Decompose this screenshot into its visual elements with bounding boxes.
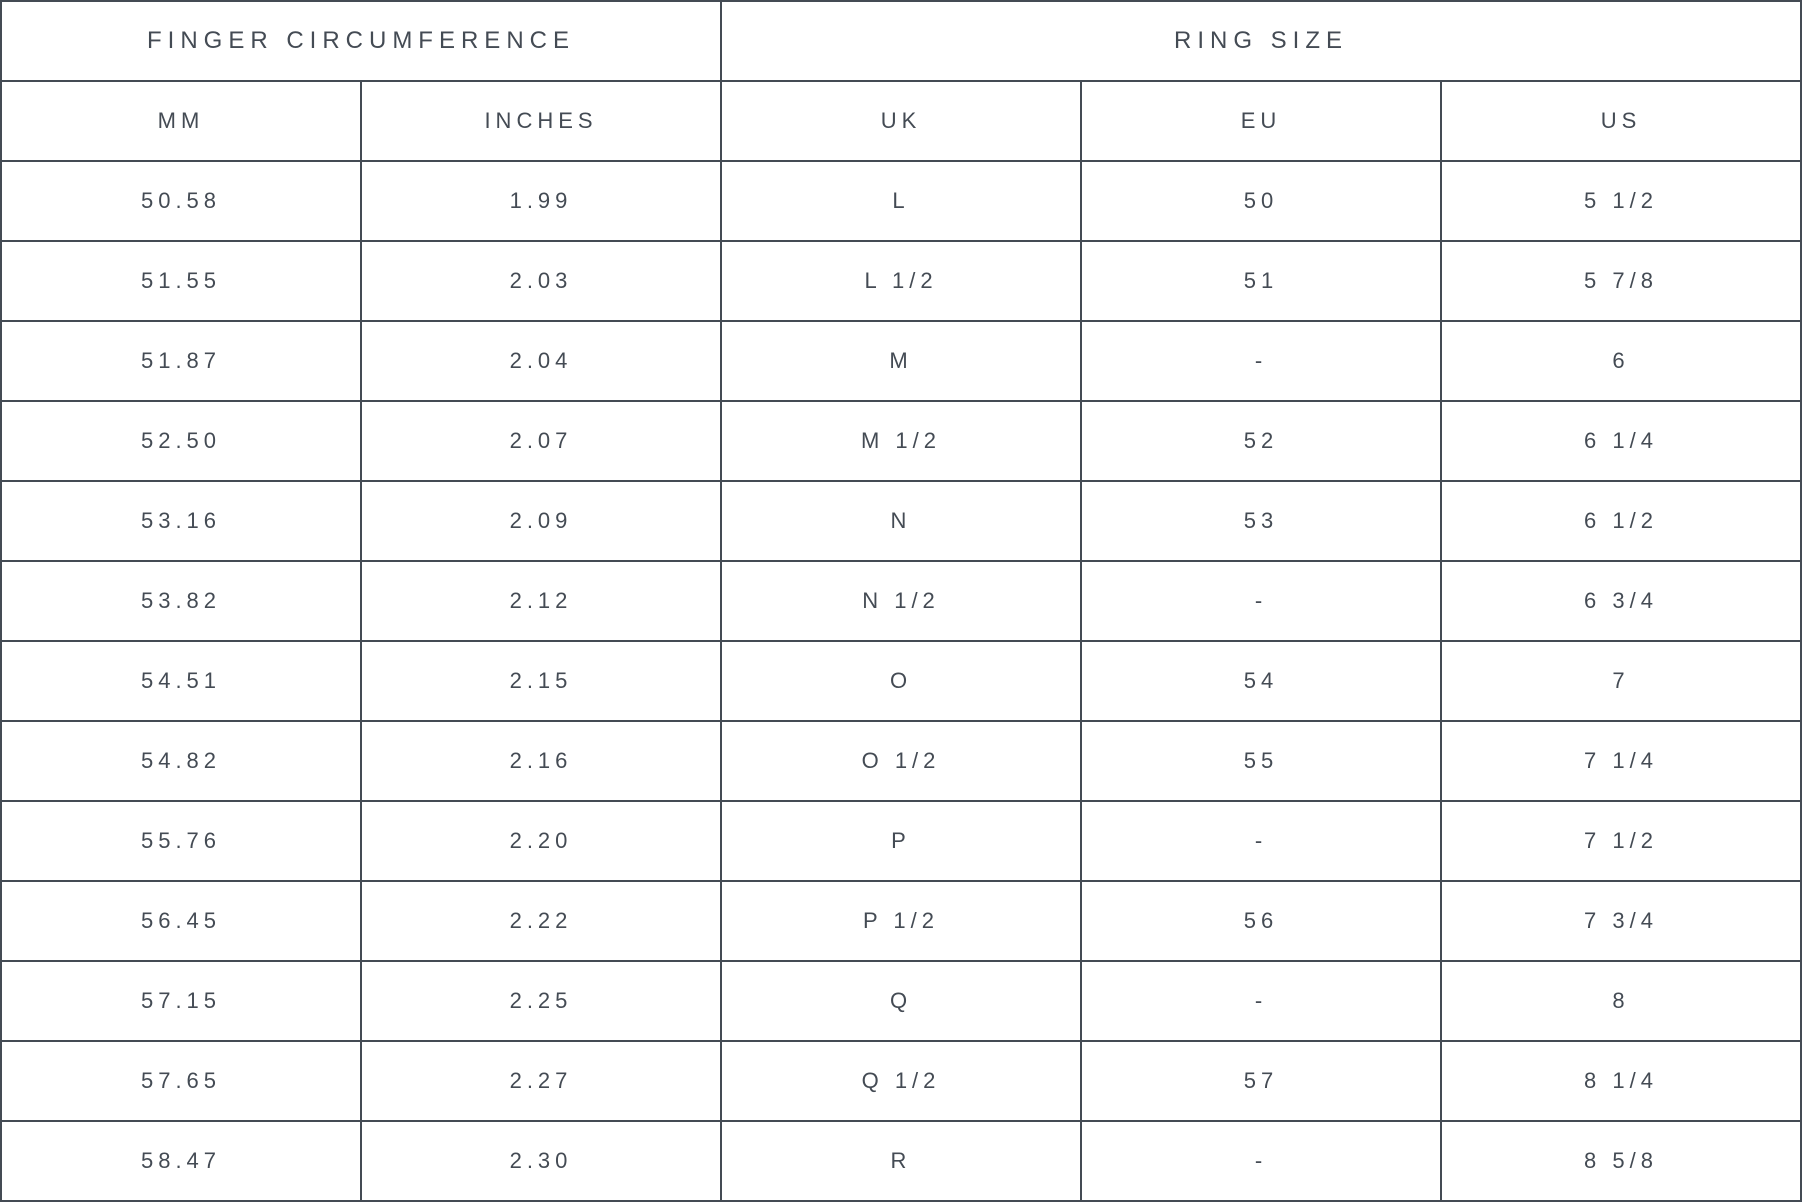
cell-us: 5 7/8	[1441, 241, 1801, 321]
table-body: 50.58 1.99 L 50 5 1/2 51.55 2.03 L 1/2 5…	[1, 161, 1801, 1201]
cell-us: 7 1/4	[1441, 721, 1801, 801]
table-row: 53.82 2.12 N 1/2 - 6 3/4	[1, 561, 1801, 641]
ring-size-table-wrapper: FINGER CIRCUMFERENCE RING SIZE MM INCHES…	[0, 0, 1802, 1202]
cell-eu: 54	[1081, 641, 1441, 721]
cell-mm: 52.50	[1, 401, 361, 481]
cell-us: 6 1/4	[1441, 401, 1801, 481]
cell-uk: O 1/2	[721, 721, 1081, 801]
cell-eu: 53	[1081, 481, 1441, 561]
cell-us: 7	[1441, 641, 1801, 721]
cell-mm: 51.87	[1, 321, 361, 401]
cell-us: 6 3/4	[1441, 561, 1801, 641]
table-row: 57.65 2.27 Q 1/2 57 8 1/4	[1, 1041, 1801, 1121]
table-row: 55.76 2.20 P - 7 1/2	[1, 801, 1801, 881]
cell-eu: -	[1081, 961, 1441, 1041]
cell-inches: 2.07	[361, 401, 721, 481]
cell-inches: 2.20	[361, 801, 721, 881]
cell-uk: P	[721, 801, 1081, 881]
cell-eu: 52	[1081, 401, 1441, 481]
cell-mm: 51.55	[1, 241, 361, 321]
cell-eu: 51	[1081, 241, 1441, 321]
cell-eu: -	[1081, 561, 1441, 641]
table-row: 53.16 2.09 N 53 6 1/2	[1, 481, 1801, 561]
cell-eu: 55	[1081, 721, 1441, 801]
cell-mm: 54.51	[1, 641, 361, 721]
table-row: 52.50 2.07 M 1/2 52 6 1/4	[1, 401, 1801, 481]
header-column-row: MM INCHES UK EU US	[1, 81, 1801, 161]
cell-eu: 56	[1081, 881, 1441, 961]
table-row: 50.58 1.99 L 50 5 1/2	[1, 161, 1801, 241]
cell-uk: Q 1/2	[721, 1041, 1081, 1121]
cell-us: 8	[1441, 961, 1801, 1041]
table-row: 51.87 2.04 M - 6	[1, 321, 1801, 401]
header-group-circumference: FINGER CIRCUMFERENCE	[1, 1, 721, 81]
cell-mm: 53.16	[1, 481, 361, 561]
cell-uk: M	[721, 321, 1081, 401]
cell-eu: 50	[1081, 161, 1441, 241]
table-row: 54.51 2.15 O 54 7	[1, 641, 1801, 721]
cell-inches: 2.16	[361, 721, 721, 801]
cell-us: 7 3/4	[1441, 881, 1801, 961]
cell-mm: 55.76	[1, 801, 361, 881]
header-group-row: FINGER CIRCUMFERENCE RING SIZE	[1, 1, 1801, 81]
cell-uk: N 1/2	[721, 561, 1081, 641]
table-row: 56.45 2.22 P 1/2 56 7 3/4	[1, 881, 1801, 961]
cell-uk: M 1/2	[721, 401, 1081, 481]
cell-us: 8 1/4	[1441, 1041, 1801, 1121]
cell-uk: R	[721, 1121, 1081, 1201]
cell-mm: 56.45	[1, 881, 361, 961]
cell-inches: 2.27	[361, 1041, 721, 1121]
cell-inches: 2.22	[361, 881, 721, 961]
column-header-inches: INCHES	[361, 81, 721, 161]
cell-uk: N	[721, 481, 1081, 561]
cell-inches: 2.12	[361, 561, 721, 641]
table-row: 58.47 2.30 R - 8 5/8	[1, 1121, 1801, 1201]
column-header-mm: MM	[1, 81, 361, 161]
cell-inches: 1.99	[361, 161, 721, 241]
cell-us: 6 1/2	[1441, 481, 1801, 561]
column-header-uk: UK	[721, 81, 1081, 161]
cell-inches: 2.03	[361, 241, 721, 321]
table-row: 57.15 2.25 Q - 8	[1, 961, 1801, 1041]
cell-us: 7 1/2	[1441, 801, 1801, 881]
cell-us: 6	[1441, 321, 1801, 401]
cell-uk: L	[721, 161, 1081, 241]
cell-us: 5 1/2	[1441, 161, 1801, 241]
cell-mm: 50.58	[1, 161, 361, 241]
cell-uk: L 1/2	[721, 241, 1081, 321]
cell-mm: 57.15	[1, 961, 361, 1041]
cell-eu: -	[1081, 1121, 1441, 1201]
cell-us: 8 5/8	[1441, 1121, 1801, 1201]
cell-uk: P 1/2	[721, 881, 1081, 961]
cell-eu: -	[1081, 321, 1441, 401]
column-header-us: US	[1441, 81, 1801, 161]
cell-mm: 54.82	[1, 721, 361, 801]
header-group-ringsize: RING SIZE	[721, 1, 1801, 81]
cell-mm: 53.82	[1, 561, 361, 641]
cell-inches: 2.25	[361, 961, 721, 1041]
cell-eu: -	[1081, 801, 1441, 881]
cell-mm: 57.65	[1, 1041, 361, 1121]
cell-inches: 2.15	[361, 641, 721, 721]
cell-inches: 2.09	[361, 481, 721, 561]
cell-inches: 2.30	[361, 1121, 721, 1201]
cell-eu: 57	[1081, 1041, 1441, 1121]
column-header-eu: EU	[1081, 81, 1441, 161]
table-row: 51.55 2.03 L 1/2 51 5 7/8	[1, 241, 1801, 321]
table-row: 54.82 2.16 O 1/2 55 7 1/4	[1, 721, 1801, 801]
cell-uk: O	[721, 641, 1081, 721]
cell-inches: 2.04	[361, 321, 721, 401]
cell-mm: 58.47	[1, 1121, 361, 1201]
ring-size-table: FINGER CIRCUMFERENCE RING SIZE MM INCHES…	[0, 0, 1802, 1202]
cell-uk: Q	[721, 961, 1081, 1041]
